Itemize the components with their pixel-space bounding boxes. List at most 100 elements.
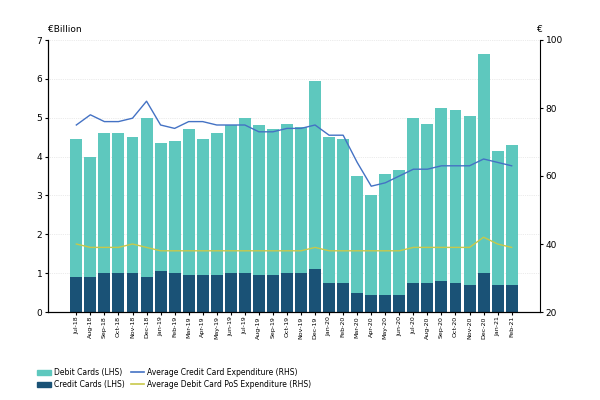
- Average Debit Card PoS Expenditure (RHS): [241, 248, 248, 253]
- Bar: [281, 273, 293, 312]
- Average Debit Card PoS Expenditure (RHS): [494, 242, 501, 246]
- Average Debit Card PoS Expenditure (RHS): [410, 245, 417, 250]
- Bar: [197, 275, 209, 312]
- Bar: [253, 275, 265, 312]
- Bar: [183, 129, 194, 275]
- Average Debit Card PoS Expenditure (RHS): [199, 248, 206, 253]
- Bar: [98, 133, 110, 273]
- Average Credit Card Expenditure (RHS): [298, 126, 305, 131]
- Bar: [421, 283, 433, 312]
- Average Debit Card PoS Expenditure (RHS): [283, 248, 290, 253]
- Bar: [239, 118, 251, 273]
- Average Debit Card PoS Expenditure (RHS): [396, 248, 403, 253]
- Bar: [169, 141, 181, 273]
- Bar: [295, 273, 307, 312]
- Bar: [112, 133, 124, 273]
- Average Credit Card Expenditure (RHS): [129, 116, 136, 121]
- Average Debit Card PoS Expenditure (RHS): [115, 245, 122, 250]
- Average Credit Card Expenditure (RHS): [340, 133, 347, 138]
- Bar: [449, 283, 461, 312]
- Average Debit Card PoS Expenditure (RHS): [129, 242, 136, 246]
- Bar: [225, 273, 237, 312]
- Average Credit Card Expenditure (RHS): [466, 163, 473, 168]
- Average Credit Card Expenditure (RHS): [101, 119, 108, 124]
- Bar: [211, 133, 223, 275]
- Average Debit Card PoS Expenditure (RHS): [185, 248, 192, 253]
- Average Debit Card PoS Expenditure (RHS): [466, 245, 473, 250]
- Average Debit Card PoS Expenditure (RHS): [424, 245, 431, 250]
- Bar: [309, 81, 321, 269]
- Average Debit Card PoS Expenditure (RHS): [101, 245, 108, 250]
- Bar: [267, 129, 279, 275]
- Average Credit Card Expenditure (RHS): [87, 112, 94, 117]
- Average Credit Card Expenditure (RHS): [143, 99, 150, 104]
- Average Debit Card PoS Expenditure (RHS): [157, 248, 164, 253]
- Text: €Billion: €Billion: [48, 25, 82, 34]
- Average Debit Card PoS Expenditure (RHS): [269, 248, 277, 253]
- Bar: [337, 139, 349, 283]
- Bar: [464, 285, 476, 312]
- Bar: [140, 277, 152, 312]
- Bar: [394, 170, 405, 294]
- Average Credit Card Expenditure (RHS): [494, 160, 501, 165]
- Average Credit Card Expenditure (RHS): [396, 174, 403, 178]
- Bar: [379, 174, 391, 294]
- Bar: [239, 273, 251, 312]
- Bar: [449, 110, 461, 283]
- Average Credit Card Expenditure (RHS): [508, 163, 515, 168]
- Average Credit Card Expenditure (RHS): [171, 126, 178, 131]
- Bar: [267, 275, 279, 312]
- Average Debit Card PoS Expenditure (RHS): [480, 235, 487, 240]
- Bar: [140, 118, 152, 277]
- Bar: [491, 151, 503, 285]
- Average Credit Card Expenditure (RHS): [424, 167, 431, 172]
- Average Debit Card PoS Expenditure (RHS): [382, 248, 389, 253]
- Average Credit Card Expenditure (RHS): [438, 163, 445, 168]
- Bar: [436, 281, 448, 312]
- Average Debit Card PoS Expenditure (RHS): [73, 242, 80, 246]
- Bar: [253, 126, 265, 275]
- Bar: [112, 273, 124, 312]
- Average Credit Card Expenditure (RHS): [283, 126, 290, 131]
- Bar: [506, 145, 518, 285]
- Bar: [506, 285, 518, 312]
- Average Credit Card Expenditure (RHS): [269, 129, 277, 134]
- Bar: [323, 137, 335, 283]
- Bar: [70, 139, 82, 277]
- Bar: [491, 285, 503, 312]
- Average Debit Card PoS Expenditure (RHS): [227, 248, 235, 253]
- Line: Average Credit Card Expenditure (RHS): Average Credit Card Expenditure (RHS): [76, 101, 512, 186]
- Bar: [211, 275, 223, 312]
- Average Debit Card PoS Expenditure (RHS): [171, 248, 178, 253]
- Average Debit Card PoS Expenditure (RHS): [438, 245, 445, 250]
- Average Debit Card PoS Expenditure (RHS): [255, 248, 262, 253]
- Bar: [478, 54, 490, 273]
- Average Credit Card Expenditure (RHS): [452, 163, 459, 168]
- Bar: [281, 124, 293, 273]
- Bar: [127, 137, 139, 273]
- Average Debit Card PoS Expenditure (RHS): [353, 248, 361, 253]
- Bar: [478, 273, 490, 312]
- Average Credit Card Expenditure (RHS): [73, 122, 80, 127]
- Bar: [421, 124, 433, 283]
- Bar: [407, 118, 419, 283]
- Average Credit Card Expenditure (RHS): [227, 122, 235, 127]
- Average Debit Card PoS Expenditure (RHS): [340, 248, 347, 253]
- Average Credit Card Expenditure (RHS): [157, 122, 164, 127]
- Legend: Debit Cards (LHS), Credit Cards (LHS), Average Credit Card Expenditure (RHS), Av: Debit Cards (LHS), Credit Cards (LHS), A…: [34, 365, 314, 392]
- Bar: [295, 128, 307, 273]
- Bar: [85, 156, 97, 277]
- Bar: [323, 283, 335, 312]
- Average Credit Card Expenditure (RHS): [410, 167, 417, 172]
- Bar: [225, 126, 237, 273]
- Average Credit Card Expenditure (RHS): [115, 119, 122, 124]
- Bar: [85, 277, 97, 312]
- Average Credit Card Expenditure (RHS): [185, 119, 192, 124]
- Average Debit Card PoS Expenditure (RHS): [87, 245, 94, 250]
- Average Credit Card Expenditure (RHS): [241, 122, 248, 127]
- Bar: [436, 108, 448, 281]
- Average Debit Card PoS Expenditure (RHS): [213, 248, 220, 253]
- Average Debit Card PoS Expenditure (RHS): [508, 245, 515, 250]
- Bar: [337, 283, 349, 312]
- Average Credit Card Expenditure (RHS): [199, 119, 206, 124]
